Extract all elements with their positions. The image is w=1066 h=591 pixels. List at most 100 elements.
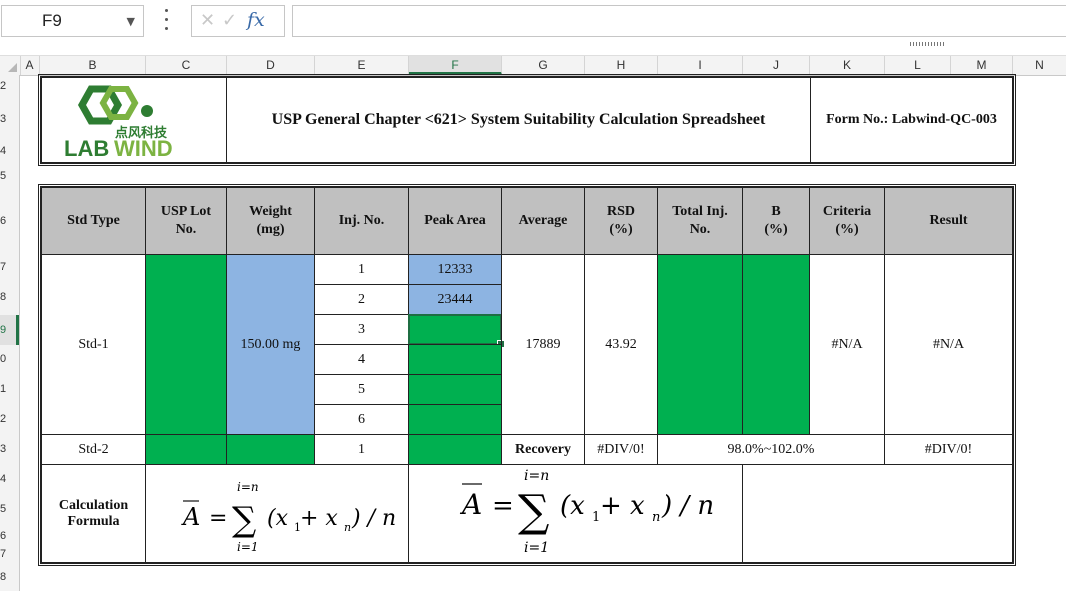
- resize-grip-icon[interactable]: [910, 42, 946, 46]
- std1-inj-4[interactable]: 4: [314, 344, 409, 375]
- column-header-j[interactable]: J: [743, 56, 810, 75]
- std1-total-inj[interactable]: [657, 254, 743, 435]
- header-usp-lot[interactable]: USP Lot No.: [145, 187, 227, 255]
- row-header[interactable]: 7: [0, 261, 7, 273]
- header-criteria[interactable]: Criteria (%): [809, 187, 885, 255]
- row-header[interactable]: 5: [0, 170, 7, 182]
- spreadsheet-title[interactable]: USP General Chapter <621> System Suitabi…: [226, 77, 811, 163]
- std1-criteria[interactable]: #N/A: [809, 254, 885, 435]
- row-header[interactable]: 4: [0, 473, 7, 485]
- column-header-d[interactable]: D: [227, 56, 315, 75]
- header-frame: [38, 74, 1016, 166]
- row-header-selected[interactable]: 9: [0, 315, 19, 345]
- row-header[interactable]: 5: [0, 503, 7, 515]
- std1-inj-6[interactable]: 6: [314, 404, 409, 435]
- std2-recovery-label[interactable]: Recovery: [501, 434, 585, 465]
- header-b[interactable]: B (%): [742, 187, 810, 255]
- std2-range[interactable]: 98.0%~102.0%: [657, 434, 885, 465]
- row-header[interactable]: 1: [0, 383, 7, 395]
- column-header-k[interactable]: K: [810, 56, 885, 75]
- formula-cell-small[interactable]: A = i=n ∑ i=1 (x 1 + x n ) / n: [145, 464, 409, 563]
- select-all-button[interactable]: [0, 56, 21, 75]
- row-header[interactable]: 8: [0, 571, 7, 583]
- svg-text:1: 1: [592, 510, 600, 525]
- column-header-f[interactable]: F: [409, 56, 502, 75]
- svg-text:+ x: + x: [600, 491, 645, 521]
- svg-text:) / n: ) / n: [351, 506, 396, 531]
- column-header-h[interactable]: H: [585, 56, 658, 75]
- std1-inj-5[interactable]: 5: [314, 374, 409, 405]
- std1-rsd[interactable]: 43.92: [584, 254, 658, 435]
- std2-inj[interactable]: 1: [314, 434, 409, 465]
- std2-recovery-value[interactable]: #DIV/0!: [584, 434, 658, 465]
- row-header[interactable]: 6: [0, 215, 7, 227]
- row-header[interactable]: 7: [0, 548, 7, 560]
- header-inj-no[interactable]: Inj. No.: [314, 187, 409, 255]
- formula-large: A = i=n ∑ i=1 (x 1 + x n ) / n: [459, 468, 714, 556]
- header-rsd[interactable]: RSD (%): [584, 187, 658, 255]
- formula-input[interactable]: [292, 5, 1066, 37]
- std2-result[interactable]: #DIV/0!: [884, 434, 1013, 465]
- std2-label[interactable]: Std-2: [41, 434, 146, 465]
- header-result[interactable]: Result: [884, 187, 1013, 255]
- column-header-a[interactable]: A: [20, 56, 40, 75]
- std1-average[interactable]: 17889: [501, 254, 585, 435]
- row-header[interactable]: 4: [0, 145, 7, 157]
- std1-peak-3-selected[interactable]: [408, 314, 505, 348]
- svg-text:i=n: i=n: [237, 480, 259, 494]
- form-number[interactable]: Form No.: Labwind-QC-003: [810, 77, 1013, 163]
- column-header-c[interactable]: C: [146, 56, 227, 75]
- column-header-l[interactable]: L: [885, 56, 951, 75]
- formula-blank-cell[interactable]: [742, 464, 1013, 563]
- column-header-bar: A B C D E F G H I J K L M N: [0, 55, 1066, 76]
- enter-icon[interactable]: ✓: [222, 10, 238, 31]
- logo-cell[interactable]: 点风科技 LAB WIND: [41, 77, 227, 163]
- formula-cell-large[interactable]: A = i=n ∑ i=1 (x 1 + x n ) / n: [408, 464, 743, 563]
- header-weight[interactable]: Weight (mg): [226, 187, 315, 255]
- row-header[interactable]: 3: [0, 113, 7, 125]
- std2-peak[interactable]: [408, 434, 502, 465]
- std1-peak-2[interactable]: 23444: [408, 284, 502, 315]
- column-header-e[interactable]: E: [315, 56, 409, 75]
- row-header[interactable]: 2: [0, 80, 7, 92]
- row-header[interactable]: 3: [0, 443, 7, 455]
- std1-usp-lot[interactable]: [145, 254, 227, 435]
- column-header-i[interactable]: I: [658, 56, 743, 75]
- std1-peak-6[interactable]: [408, 404, 502, 435]
- header-total-inj[interactable]: Total Inj. No.: [657, 187, 743, 255]
- insert-function-icon[interactable]: fx: [247, 9, 265, 31]
- svg-text:(x: (x: [560, 491, 585, 521]
- std2-weight[interactable]: [226, 434, 315, 465]
- row-header[interactable]: 2: [0, 413, 7, 425]
- formula-bar: F9 ▼ ✕ ✓ fx: [0, 0, 1066, 46]
- std1-peak-4[interactable]: [408, 344, 502, 375]
- column-header-m[interactable]: M: [951, 56, 1013, 75]
- svg-text:∑: ∑: [518, 486, 549, 537]
- std1-result[interactable]: #N/A: [884, 254, 1013, 435]
- header-average[interactable]: Average: [501, 187, 585, 255]
- row-header[interactable]: 8: [0, 291, 7, 303]
- std1-b[interactable]: [742, 254, 810, 435]
- column-header-b[interactable]: B: [40, 56, 146, 75]
- svg-text:i=1: i=1: [237, 540, 259, 554]
- chevron-down-icon[interactable]: ▼: [126, 15, 135, 28]
- std2-usp-lot[interactable]: [145, 434, 227, 465]
- column-header-n[interactable]: N: [1035, 58, 1044, 72]
- column-header-g[interactable]: G: [502, 56, 585, 75]
- std1-inj-2[interactable]: 2: [314, 284, 409, 315]
- svg-text:i=1: i=1: [524, 540, 549, 556]
- std1-inj-1[interactable]: 1: [314, 254, 409, 285]
- std1-label[interactable]: Std-1: [41, 254, 146, 435]
- name-box[interactable]: F9 ▼: [1, 5, 144, 37]
- header-peak-area[interactable]: Peak Area: [408, 187, 502, 255]
- cancel-icon[interactable]: ✕: [200, 10, 216, 31]
- calc-label[interactable]: Calculation Formula: [41, 464, 146, 563]
- std1-peak-1[interactable]: 12333: [408, 254, 502, 285]
- row-header[interactable]: 0: [0, 353, 7, 365]
- header-std-type[interactable]: Std Type: [41, 187, 146, 255]
- std1-peak-5[interactable]: [408, 374, 502, 405]
- more-options-icon[interactable]: [164, 9, 170, 31]
- row-header[interactable]: 6: [0, 530, 7, 542]
- std1-inj-3[interactable]: 3: [314, 314, 409, 345]
- std1-weight[interactable]: 150.00 mg: [226, 254, 315, 435]
